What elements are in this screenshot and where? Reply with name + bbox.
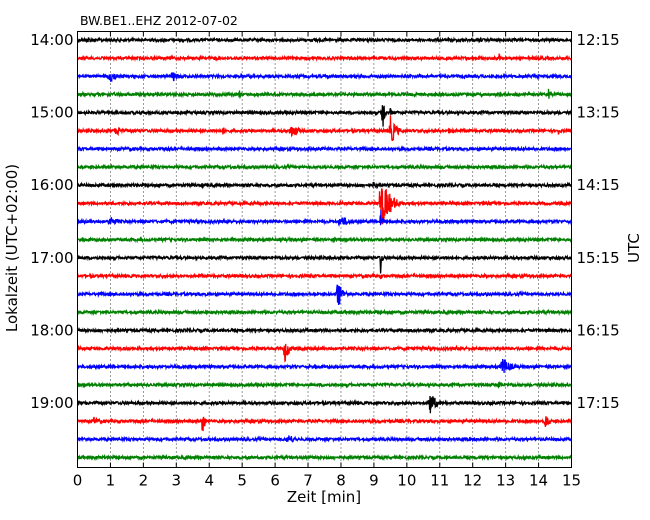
- plot-frame: [77, 31, 572, 468]
- x-tick-label: 12: [463, 472, 482, 490]
- x-tick-label: 15: [562, 472, 581, 490]
- x-tick-label: 5: [237, 472, 247, 490]
- trace-row-23: [76, 453, 573, 462]
- x-tick-label: 10: [397, 472, 416, 490]
- y-tick-label-left: 17:00: [30, 249, 73, 267]
- y-tick-label-left: 16:00: [30, 176, 73, 194]
- trace-row-3: [76, 88, 572, 100]
- trace-row-20: [76, 396, 573, 414]
- x-tick-label: 1: [106, 472, 116, 490]
- x-axis: 0 1 2 3 4 5 6 7 8 9 10 11 12 13 14 15: [73, 31, 581, 490]
- trace-row-14: [77, 284, 573, 306]
- y-tick-label-left: 18:00: [30, 321, 73, 339]
- trace-row-5: [76, 115, 573, 141]
- trace-row-10: [76, 209, 573, 228]
- x-tick-label: 3: [172, 472, 182, 490]
- trace-row-6: [76, 144, 573, 153]
- x-axis-label: Zeit [min]: [287, 488, 361, 506]
- chart-title: BW.BE1..EHZ 2012-07-02: [80, 13, 238, 28]
- trace-row-4: [76, 105, 573, 127]
- trace-rows: [76, 36, 573, 462]
- y-tick-label-right: 13:15: [577, 104, 620, 122]
- trace-row-16: [77, 326, 572, 335]
- x-tick-label: 14: [529, 472, 548, 490]
- x-tick-label: 11: [430, 472, 449, 490]
- y-tick-label-left: 19:00: [30, 394, 73, 412]
- y-tick-label-left: 14:00: [30, 31, 73, 49]
- x-tick-label: 13: [496, 472, 515, 490]
- trace-row-0: [76, 36, 572, 44]
- trace-row-13: [76, 272, 573, 280]
- trace-row-8: [76, 181, 573, 190]
- y-tick-label-right: 16:15: [577, 321, 620, 339]
- trace-row-11: [76, 235, 573, 244]
- x-tick-label: 4: [204, 472, 214, 490]
- x-tick-label: 0: [73, 472, 83, 490]
- x-tick-label: 8: [336, 472, 346, 490]
- y-tick-label-right: 12:15: [577, 31, 620, 49]
- y-tick-label-left: 15:00: [30, 104, 73, 122]
- x-tick-label: 6: [270, 472, 280, 490]
- trace-row-7: [76, 163, 573, 171]
- trace-row-18: [76, 358, 573, 373]
- trace-row-9: [76, 188, 573, 225]
- y-tick-label-right: 15:15: [577, 249, 620, 267]
- trace-row-22: [76, 435, 573, 444]
- trace-row-2: [77, 71, 573, 82]
- y-axes: 14:00 15:00 16:00 17:00 18:00 19:00 12:15 13:15…: [30, 31, 619, 412]
- trace-row-17: [76, 343, 572, 363]
- y-tick-label-right: 17:15: [577, 394, 620, 412]
- trace-row-15: [76, 308, 573, 317]
- vertical-grid: [110, 31, 539, 468]
- y-axis-label-right: UTC: [625, 233, 643, 263]
- trace-row-1: [76, 53, 572, 63]
- y-tick-label-right: 14:15: [577, 176, 620, 194]
- trace-row-19: [77, 381, 573, 390]
- y-axis-label-left: Lokalzeit (UTC+02:00): [3, 164, 21, 332]
- x-tick-label: 2: [139, 472, 149, 490]
- x-tick-label: 9: [369, 472, 379, 490]
- trace-row-12: [76, 253, 573, 274]
- x-tick-label: 7: [303, 472, 313, 490]
- trace-row-21: [76, 416, 573, 432]
